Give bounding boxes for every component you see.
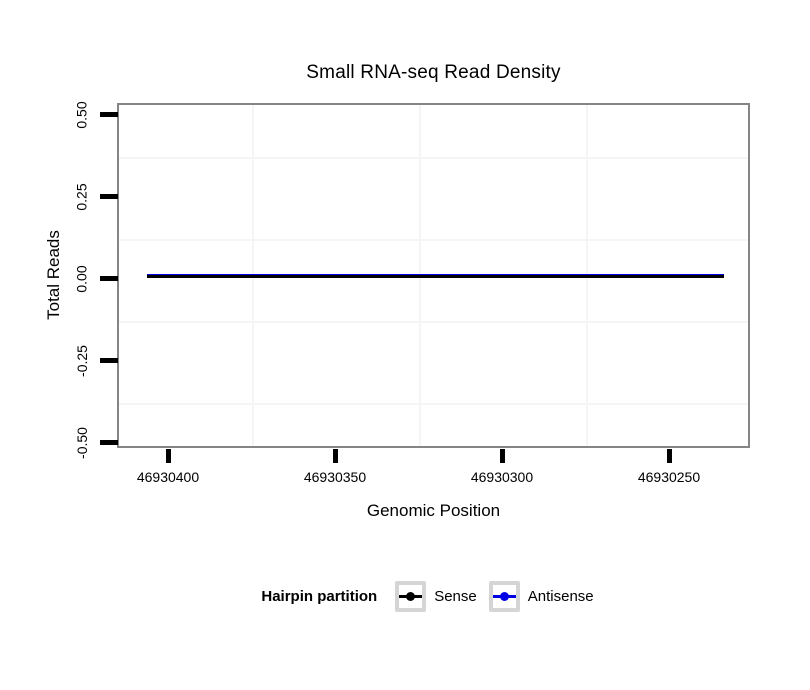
y-tick-label: 0.50 bbox=[74, 101, 90, 129]
y-tick-mark bbox=[100, 194, 118, 199]
legend-label-sense: Sense bbox=[434, 587, 477, 605]
x-tick-label: 46930400 bbox=[136, 469, 200, 485]
legend-title: Hairpin partition bbox=[261, 587, 378, 605]
sense-key-dot bbox=[406, 591, 416, 601]
x-tick-mark bbox=[166, 449, 171, 463]
y-tick-mark bbox=[100, 358, 118, 363]
sense-key-icon bbox=[395, 580, 427, 612]
read-density-line bbox=[147, 274, 724, 278]
y-tick-label: -0.50 bbox=[73, 427, 90, 459]
x-tick-mark bbox=[333, 449, 338, 463]
antisense-key-dot bbox=[499, 591, 509, 601]
plot-title: Small RNA-seq Read Density bbox=[306, 62, 561, 83]
antisense-key-icon bbox=[488, 580, 520, 612]
minor-gridline-horizontal bbox=[119, 157, 748, 159]
y-tick-mark bbox=[100, 440, 118, 445]
x-tick-label: 46930250 bbox=[637, 469, 701, 485]
x-axis-title: Genomic Position bbox=[366, 501, 501, 520]
legend-entry-sense: Sense bbox=[395, 580, 477, 612]
minor-gridline-horizontal bbox=[119, 239, 748, 241]
legend-label-antisense: Antisense bbox=[527, 587, 594, 605]
sense-series-line bbox=[147, 275, 724, 278]
plot-panel bbox=[117, 103, 750, 448]
x-tick-mark bbox=[500, 449, 505, 463]
x-tick-label: 46930300 bbox=[470, 469, 534, 485]
legend-entry-antisense: Antisense bbox=[488, 580, 594, 612]
y-tick-mark bbox=[100, 112, 118, 117]
minor-gridline-horizontal bbox=[119, 321, 748, 323]
y-tick-mark bbox=[100, 276, 118, 281]
minor-gridline-horizontal bbox=[119, 403, 748, 405]
x-tick-label: 46930350 bbox=[303, 469, 367, 485]
x-tick-mark bbox=[667, 449, 672, 463]
legend: Hairpin partition Sense Antisense bbox=[117, 578, 750, 614]
y-axis-title: Total Reads bbox=[44, 230, 63, 320]
